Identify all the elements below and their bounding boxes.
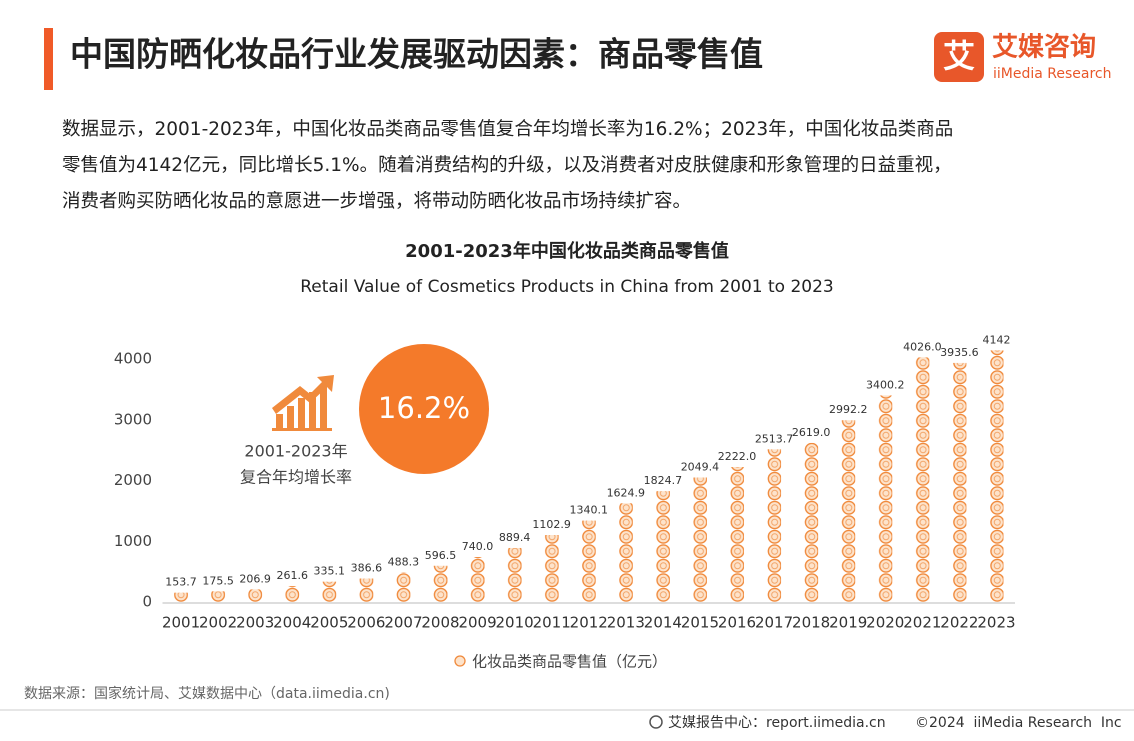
value-label: 3400.2 bbox=[866, 378, 905, 391]
description-line: 零售值为4142亿元，同比增长5.1%。随着消费结构的升级，以及消费者对皮肤健康… bbox=[62, 155, 952, 176]
bar bbox=[396, 572, 411, 602]
bar bbox=[174, 592, 189, 602]
x-tick-label: 2019 bbox=[829, 614, 867, 632]
bar bbox=[322, 581, 337, 602]
footer-icon bbox=[649, 715, 663, 729]
y-tick-label: 1000 bbox=[114, 532, 152, 550]
x-tick-label: 2001 bbox=[162, 614, 200, 632]
bar bbox=[952, 362, 967, 602]
value-label: 261.6 bbox=[276, 569, 308, 582]
bar bbox=[767, 449, 782, 602]
bar bbox=[841, 420, 856, 602]
value-label: 488.3 bbox=[388, 555, 420, 568]
page-title: 中国防晒化妆品行业发展驱动因素：商品零售值 bbox=[70, 35, 763, 74]
logo-cn: 艾媒咨询 bbox=[992, 32, 1096, 63]
y-tick-label: 2000 bbox=[114, 471, 152, 489]
growth-icon bbox=[272, 375, 334, 431]
description-line: 消费者购买防晒化妆品的意愿进一步增强，将带动防晒化妆品市场持续扩容。 bbox=[62, 191, 691, 212]
value-label: 206.9 bbox=[239, 572, 271, 585]
x-tick-label: 2008 bbox=[421, 614, 459, 632]
x-tick-label: 2005 bbox=[310, 614, 348, 632]
y-tick-label: 0 bbox=[142, 593, 152, 611]
bar bbox=[730, 467, 745, 602]
x-tick-label: 2002 bbox=[199, 614, 237, 632]
chart-title: 2001-2023年中国化妆品类商品零售值 bbox=[405, 240, 729, 262]
x-tick-label: 2020 bbox=[866, 614, 904, 632]
description-line: 数据显示，2001-2023年，中国化妆品类商品零售值复合年均增长率为16.2%… bbox=[62, 119, 953, 140]
x-tick-label: 2004 bbox=[273, 614, 311, 632]
y-tick-label: 4000 bbox=[114, 350, 152, 368]
legend-label: 化妆品类商品零售值（亿元） bbox=[472, 653, 667, 671]
bar bbox=[507, 547, 522, 602]
bar bbox=[804, 442, 819, 602]
x-tick-label: 2023 bbox=[977, 614, 1015, 632]
value-label: 3935.6 bbox=[940, 346, 979, 359]
bar bbox=[359, 578, 374, 602]
bar bbox=[285, 586, 300, 602]
source: 数据来源：国家统计局、艾媒数据中心（data.iimedia.cn) bbox=[24, 685, 390, 702]
footer-left: 艾媒报告中心：report.iimedia.cn bbox=[668, 715, 886, 731]
chart-subtitle: Retail Value of Cosmetics Products in Ch… bbox=[300, 277, 834, 297]
cagr-label: 2001-2023年 bbox=[244, 442, 347, 461]
value-label: 596.5 bbox=[425, 549, 457, 562]
value-label: 889.4 bbox=[499, 531, 531, 544]
value-label: 2049.4 bbox=[681, 460, 720, 473]
value-label: 2222.0 bbox=[718, 450, 757, 463]
bar bbox=[211, 591, 226, 602]
x-tick-label: 2007 bbox=[384, 614, 422, 632]
cagr-value: 16.2% bbox=[378, 391, 470, 425]
value-label: 4026.0 bbox=[903, 340, 942, 353]
x-tick-label: 2003 bbox=[236, 614, 274, 632]
value-label: 335.1 bbox=[314, 565, 346, 578]
value-label: 1824.7 bbox=[644, 474, 683, 487]
x-tick-label: 2015 bbox=[681, 614, 719, 632]
x-tick-label: 2022 bbox=[940, 614, 978, 632]
value-label: 2619.0 bbox=[792, 426, 831, 439]
bar bbox=[470, 557, 485, 602]
value-label: 386.6 bbox=[351, 562, 383, 575]
x-tick-label: 2021 bbox=[903, 614, 941, 632]
x-tick-label: 2014 bbox=[644, 614, 682, 632]
bar bbox=[878, 395, 893, 602]
x-tick-label: 2011 bbox=[533, 614, 571, 632]
logo-en: iiMedia Research bbox=[993, 66, 1112, 82]
logo-icon-bg bbox=[934, 32, 984, 82]
x-tick-label: 2010 bbox=[496, 614, 534, 632]
plot: 0100020003000400020012002200320042005200… bbox=[114, 333, 1016, 631]
x-tick-label: 2013 bbox=[607, 614, 645, 632]
x-tick-label: 2009 bbox=[458, 614, 496, 632]
bar bbox=[544, 534, 559, 602]
value-label: 1340.1 bbox=[570, 504, 609, 517]
value-label: 2992.2 bbox=[829, 403, 868, 416]
bar bbox=[581, 520, 596, 602]
footer-right: ©2024 iiMedia Research Inc bbox=[915, 715, 1122, 731]
x-tick-label: 2006 bbox=[347, 614, 385, 632]
x-tick-label: 2018 bbox=[792, 614, 830, 632]
value-label: 2513.7 bbox=[755, 432, 794, 445]
bar bbox=[915, 357, 930, 602]
x-tick-label: 2017 bbox=[755, 614, 793, 632]
legend-marker bbox=[454, 655, 466, 667]
value-label: 1102.9 bbox=[532, 518, 571, 531]
value-label: 740.0 bbox=[462, 540, 494, 553]
cagr-label: 复合年均增长率 bbox=[240, 468, 352, 487]
value-label: 175.5 bbox=[202, 574, 234, 587]
logo-icon: 艾 bbox=[943, 37, 975, 75]
value-label: 4142 bbox=[982, 333, 1010, 346]
title-bar bbox=[44, 28, 53, 90]
bar bbox=[248, 589, 263, 602]
value-label: 1624.9 bbox=[607, 486, 646, 499]
y-tick-label: 3000 bbox=[114, 410, 152, 428]
x-tick-label: 2016 bbox=[718, 614, 756, 632]
cagr-circle bbox=[359, 344, 489, 474]
bar bbox=[655, 491, 670, 602]
bar bbox=[989, 350, 1004, 602]
bar bbox=[692, 477, 707, 602]
value-label: 153.7 bbox=[165, 576, 197, 589]
x-tick-label: 2012 bbox=[570, 614, 608, 632]
bar bbox=[433, 565, 448, 602]
bar bbox=[618, 503, 633, 602]
